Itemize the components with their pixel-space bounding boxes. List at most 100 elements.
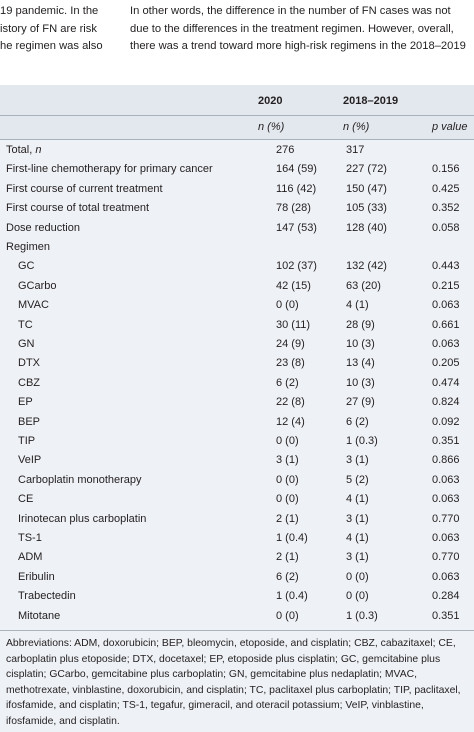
text-line: he regimen was also [0, 40, 103, 52]
cell-2018-2019: 4 (1) [346, 493, 369, 506]
table-row: ADM 2 (1) 3 (1) 0.770 [0, 548, 474, 566]
cell-p-value: 0.866 [432, 454, 460, 467]
cell-p-value: 0.425 [432, 182, 460, 195]
cell-p-value: 0.661 [432, 318, 460, 331]
row-label: Regimen [6, 241, 51, 253]
left-column-text: 19 pandemic. In the istory of FN are ris… [0, 3, 118, 56]
cell-2018-2019: 132 (42) [346, 260, 387, 273]
table-row: DTX 23 (8) 13 (4) 0.205 [0, 354, 474, 372]
row-label: First-line chemotherapy for primary canc… [6, 163, 213, 176]
row-label: TC [18, 318, 33, 331]
table-row: TIP 0 (0) 1 (0.3) 0.351 [0, 432, 474, 450]
cell-p-value: 0.352 [432, 202, 460, 215]
table-rule [0, 630, 474, 631]
text-line: 19 pandemic. In the [0, 5, 99, 17]
row-label: Dose reduction [6, 221, 80, 234]
row-label: GCarbo [18, 279, 57, 292]
row-label: BEP [18, 415, 41, 428]
cell-2020: 116 (42) [276, 182, 317, 195]
table-row: Eribulin 6 (2) 0 (0) 0.063 [0, 568, 474, 586]
table-row: EP 22 (8) 27 (9) 0.824 [0, 393, 474, 411]
row-label: TIP [18, 435, 36, 447]
cell-p-value: 0.284 [432, 590, 460, 603]
cell-2018-2019: 3 (1) [346, 551, 369, 564]
table-row: VeIP 3 (1) 3 (1) 0.866 [0, 451, 474, 469]
row-label: VeIP [18, 454, 42, 467]
cell-2020: 2 (1) [276, 512, 299, 525]
cell-2018-2019: 3 (1) [346, 512, 369, 525]
cell-2018-2019: 128 (40) [346, 221, 387, 234]
row-label: Mitotane [18, 609, 61, 622]
table-row: MVAC 0 (0) 4 (1) 0.063 [0, 296, 474, 314]
cell-p-value: 0.063 [432, 532, 460, 544]
cell-2018-2019: 0 (0) [346, 570, 369, 583]
table-rule [0, 139, 474, 140]
cell-2020: 0 (0) [276, 299, 299, 312]
cell-2020: 42 (15) [276, 279, 311, 292]
cell-2018-2019: 105 (33) [346, 202, 387, 215]
cell-p-value: 0.058 [432, 221, 460, 234]
row-label: GC [18, 260, 35, 273]
table-row: First-line chemotherapy for primary canc… [0, 160, 474, 178]
table-row: Carboplatin monotherapy 0 (0) 5 (2) 0.063 [0, 471, 474, 489]
cell-2018-2019: 10 (3) [346, 376, 375, 389]
cell-2018-2019: 28 (9) [346, 318, 375, 331]
text-line: In other words, the difference in the nu… [130, 5, 451, 17]
row-label: EP [18, 396, 33, 409]
cell-2018-2019: 5 (2) [346, 473, 369, 486]
cell-p-value: 0.092 [432, 415, 460, 428]
table-row: Trabectedin 1 (0.4) 0 (0) 0.284 [0, 587, 474, 605]
cell-2020: 24 (9) [276, 338, 305, 350]
cell-2018-2019: 4 (1) [346, 299, 369, 312]
cell-2020: 0 (0) [276, 435, 299, 447]
row-label: Eribulin [18, 570, 55, 583]
cell-2020: 78 (28) [276, 202, 311, 215]
table-row: GC 102 (37) 132 (42) 0.443 [0, 257, 474, 275]
row-label: Trabectedin [18, 590, 76, 603]
table-row: GN 24 (9) 10 (3) 0.063 [0, 335, 474, 353]
cell-2020: 12 (4) [276, 415, 305, 428]
cell-p-value: 0.205 [432, 357, 460, 370]
cell-2018-2019: 63 (20) [346, 279, 381, 292]
cell-p-value: 0.063 [432, 493, 460, 506]
header-n-2020: n (%) [258, 121, 285, 133]
cell-2020: 2 (1) [276, 551, 299, 564]
cell-p-value: 0.156 [432, 163, 460, 176]
table-row: Regimen [0, 238, 474, 256]
row-label: MVAC [18, 299, 49, 312]
cell-2018-2019: 0 (0) [346, 590, 369, 603]
cell-2018-2019: 1 (0.3) [346, 435, 378, 447]
table-row: Dose reduction 147 (53) 128 (40) 0.058 [0, 219, 474, 237]
cell-2020: 3 (1) [276, 454, 299, 467]
cell-2018-2019: 150 (47) [346, 182, 387, 195]
row-label: First course of total treatment [6, 202, 150, 215]
table-row: TS-1 1 (0.4) 4 (1) 0.063 [0, 529, 474, 547]
text-line: due to the differences in the treatment … [130, 22, 454, 35]
cell-p-value: 0.351 [432, 435, 460, 447]
cell-p-value: 0.063 [432, 338, 460, 350]
cell-p-value: 0.063 [432, 299, 460, 312]
cell-p-value: 0.063 [432, 473, 460, 486]
row-label: Total, n [6, 144, 42, 156]
cell-2018-2019: 6 (2) [346, 415, 369, 428]
row-label: Irinotecan plus carboplatin [18, 512, 147, 525]
row-label: GN [18, 338, 35, 350]
cell-2020: 30 (11) [276, 318, 311, 331]
right-column-text: In other words, the difference in the nu… [130, 3, 474, 56]
cell-2020: 147 (53) [276, 221, 317, 234]
cell-2018-2019: 227 (72) [346, 163, 387, 176]
row-label: TS-1 [18, 532, 42, 544]
cell-2020: 0 (0) [276, 493, 299, 506]
table-row: CE 0 (0) 4 (1) 0.063 [0, 490, 474, 508]
row-label: CE [18, 493, 34, 506]
cell-p-value: 0.351 [432, 609, 460, 622]
cell-2018-2019: 27 (9) [346, 396, 375, 409]
header-n-2018: n (%) [343, 121, 370, 133]
cell-p-value: 0.063 [432, 570, 460, 583]
row-label: First course of current treatment [6, 182, 163, 195]
cell-2018-2019: 317 [346, 144, 365, 156]
table-row: First course of current treatment 116 (42… [0, 180, 474, 198]
cell-2020: 23 (8) [276, 357, 305, 370]
header-2018-2019: 2018–2019 [343, 95, 399, 107]
header-p-value: p value [432, 121, 468, 133]
